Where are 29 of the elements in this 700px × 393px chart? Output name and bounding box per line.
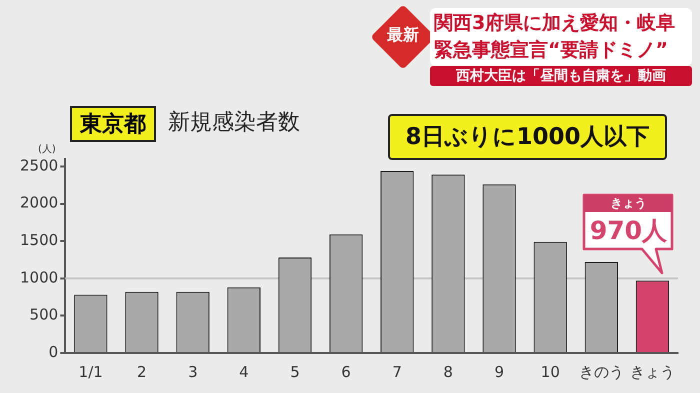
x-tick-label: 2: [137, 362, 147, 381]
x-tick-label: 7: [392, 362, 402, 381]
y-tick-label: 1500: [20, 230, 58, 249]
x-tick-label: 1/1: [78, 362, 103, 381]
text: 関西3府県に加え愛知・岐阜: [434, 11, 676, 36]
speech-bubble: きょう 970人: [582, 192, 674, 275]
x-tick-label: 8: [443, 362, 453, 381]
text: 8日ぶりに1000人以下: [404, 123, 651, 152]
x-tick-label: 3: [188, 362, 198, 381]
x-tick-label: 9: [494, 362, 504, 381]
annotation: きょう: [582, 194, 674, 212]
x-tick-label: 4: [239, 362, 249, 381]
x-tick-label: 10: [540, 362, 560, 381]
y-tick-label: 0: [48, 342, 58, 361]
y-tick-label: 2000: [20, 194, 58, 212]
y-tick-label: 1000: [20, 268, 58, 286]
x-tick-label: きのう: [578, 362, 624, 381]
y-tick-label: 2500: [20, 156, 58, 174]
chart-title: 東京都: [70, 106, 156, 142]
text: 緊急事態宣言“要請ドミノ”: [434, 38, 668, 63]
x-tick-label: きょう: [630, 362, 675, 381]
text: 西村大臣は「昼間も自粛を」動画: [430, 67, 692, 85]
text: 最新: [386, 25, 420, 46]
chart-subtitle: 新規感染者数: [168, 109, 300, 137]
data-label: 970人: [588, 214, 668, 247]
y-tick-label: 500: [30, 306, 58, 324]
x-tick-label: 5: [290, 362, 300, 381]
y-axis-title: (人): [38, 143, 56, 156]
x-tick-label: 6: [341, 362, 351, 381]
